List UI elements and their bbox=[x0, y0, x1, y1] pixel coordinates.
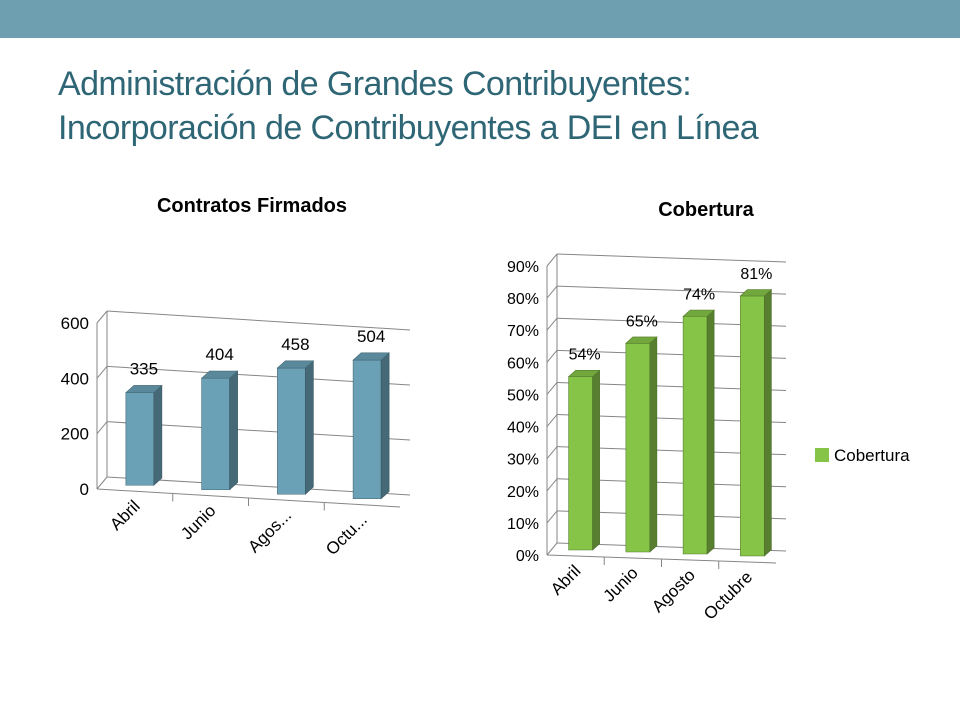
y-tick-label: 20% bbox=[507, 484, 539, 501]
data-label: 504 bbox=[357, 327, 385, 346]
y-tick-label: 90% bbox=[507, 259, 539, 276]
bar-top bbox=[625, 336, 658, 344]
gridline-depth bbox=[546, 317, 558, 331]
y-tick-label: 40% bbox=[507, 420, 539, 437]
slide-title: Administración de Grandes Contribuyentes… bbox=[58, 62, 938, 150]
gridline-depth bbox=[96, 476, 108, 490]
bar-top bbox=[352, 352, 390, 361]
gridline-depth bbox=[546, 253, 558, 267]
y-tick-label: 600 bbox=[61, 314, 89, 333]
gridline-depth bbox=[546, 414, 558, 427]
contratos-chart-title: Contratos Firmados bbox=[157, 195, 347, 217]
gridline-depth bbox=[546, 446, 558, 459]
data-label: 81% bbox=[740, 266, 772, 283]
bar-side bbox=[649, 336, 658, 553]
data-label: 335 bbox=[130, 360, 158, 379]
bar-top bbox=[682, 309, 715, 317]
cobertura-chart-title: Cobertura bbox=[658, 199, 754, 221]
gridline-depth bbox=[96, 310, 108, 324]
gridline-depth bbox=[96, 366, 108, 379]
y-tick-label: 10% bbox=[507, 516, 539, 533]
y-tick-label: 200 bbox=[61, 425, 89, 444]
gridline-depth bbox=[546, 350, 558, 363]
bar bbox=[568, 376, 593, 551]
bar-top bbox=[200, 370, 239, 379]
gridline-depth bbox=[546, 478, 558, 492]
y-tick-label: 0% bbox=[516, 548, 539, 565]
gridline-depth bbox=[546, 510, 558, 524]
y-tick-label: 0 bbox=[80, 480, 89, 499]
y-tick-label: 70% bbox=[507, 323, 539, 340]
bar-side bbox=[764, 288, 772, 557]
legend-swatch bbox=[815, 448, 829, 462]
y-tick-label: 80% bbox=[507, 291, 539, 308]
bar-top bbox=[276, 360, 315, 369]
bar bbox=[740, 295, 765, 557]
gridline-depth bbox=[546, 382, 558, 395]
data-label: 54% bbox=[569, 347, 601, 364]
gridline-depth bbox=[96, 421, 108, 434]
bar-top bbox=[567, 369, 601, 377]
bar-top bbox=[739, 289, 773, 297]
gridline bbox=[106, 310, 411, 331]
x-tick-label: Agosto bbox=[648, 565, 699, 616]
bar-top bbox=[125, 385, 163, 393]
data-label: 458 bbox=[281, 335, 309, 354]
x-tick-label: Octubre bbox=[700, 567, 756, 623]
y-tick-label: 30% bbox=[507, 452, 539, 469]
y-tick-label: 50% bbox=[507, 387, 539, 404]
data-label: 74% bbox=[683, 286, 715, 303]
y-tick-label: 400 bbox=[61, 369, 89, 388]
x-tick-label: Junio bbox=[600, 563, 642, 605]
x-tick-label: Abril bbox=[547, 561, 584, 598]
bar bbox=[682, 316, 708, 555]
data-label: 404 bbox=[205, 345, 233, 364]
bar-side bbox=[592, 369, 600, 551]
bar-side bbox=[706, 309, 715, 555]
gridline bbox=[556, 253, 787, 263]
legend-label: Cobertura bbox=[834, 446, 910, 465]
gridline-depth bbox=[546, 285, 558, 299]
data-label: 65% bbox=[626, 313, 658, 330]
y-tick-label: 60% bbox=[507, 355, 539, 372]
slide-title-line-1: Administración de Grandes Contribuyentes… bbox=[58, 65, 692, 103]
slide-title-line-2: Incorporación de Contribuyentes a DEI en… bbox=[58, 109, 759, 147]
header-bar bbox=[0, 0, 960, 38]
bar bbox=[625, 342, 651, 553]
gridline-depth bbox=[546, 542, 558, 556]
